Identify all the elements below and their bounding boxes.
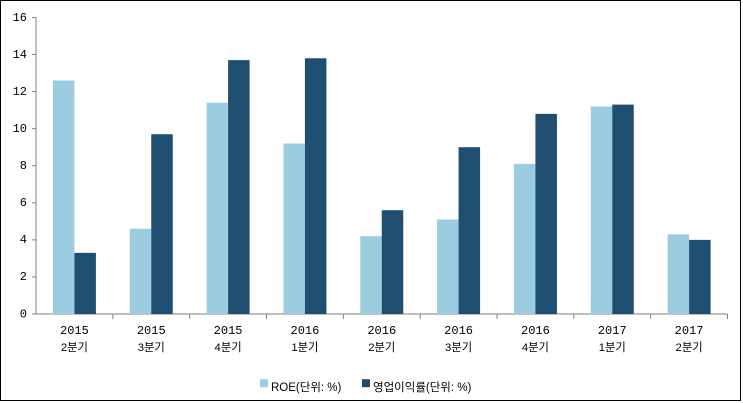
svg-text:2015: 2015 xyxy=(137,324,166,338)
svg-text:ROE(단위: %): ROE(단위: %) xyxy=(271,381,342,394)
svg-text:2015: 2015 xyxy=(214,324,243,338)
svg-text:2017: 2017 xyxy=(675,324,704,338)
svg-text:2016: 2016 xyxy=(521,324,550,338)
svg-text:1분기: 1분기 xyxy=(291,341,318,354)
svg-text:2분기: 2분기 xyxy=(368,341,395,354)
svg-text:4: 4 xyxy=(20,233,27,247)
svg-text:12: 12 xyxy=(13,85,27,99)
svg-text:2015: 2015 xyxy=(60,324,89,338)
svg-text:2분기: 2분기 xyxy=(676,341,703,354)
svg-text:16: 16 xyxy=(13,11,27,25)
svg-text:14: 14 xyxy=(13,48,27,62)
svg-text:1분기: 1분기 xyxy=(599,341,626,354)
svg-text:2: 2 xyxy=(20,270,27,284)
svg-text:영업이익률(단위: %): 영업이익률(단위: %) xyxy=(373,381,472,394)
svg-text:0: 0 xyxy=(20,307,27,321)
svg-text:4분기: 4분기 xyxy=(522,341,549,354)
svg-text:2016: 2016 xyxy=(367,324,396,338)
svg-text:2017: 2017 xyxy=(598,324,627,338)
svg-text:6: 6 xyxy=(20,196,27,210)
svg-text:3분기: 3분기 xyxy=(445,341,472,354)
svg-text:8: 8 xyxy=(20,159,27,173)
svg-text:4분기: 4분기 xyxy=(215,341,242,354)
svg-text:10: 10 xyxy=(13,122,27,136)
svg-text:3분기: 3분기 xyxy=(138,341,165,354)
svg-text:2016: 2016 xyxy=(291,324,320,338)
svg-text:2분기: 2분기 xyxy=(61,341,88,354)
svg-text:2016: 2016 xyxy=(444,324,473,338)
